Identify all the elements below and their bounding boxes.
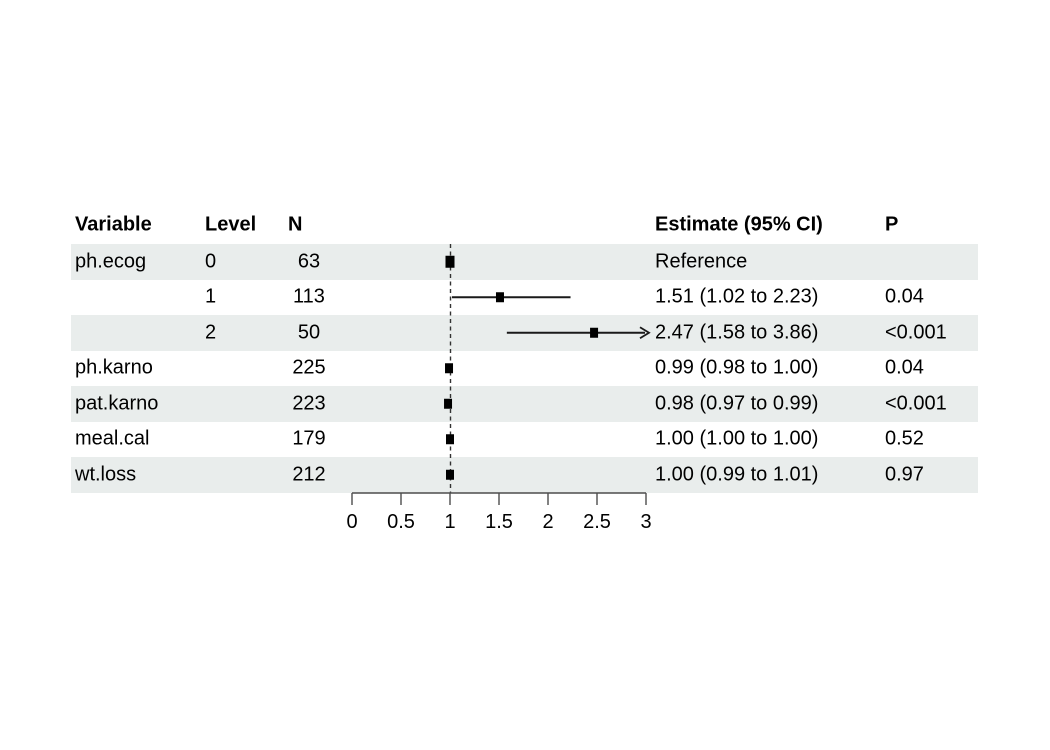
row-variable-label: pat.karno (75, 392, 159, 415)
table-row: wt.loss 212 1.00 (0.99 to 1.01) 0.97 (71, 457, 978, 493)
column-header-variable: Variable (75, 213, 152, 236)
row-variable-label: meal.cal (75, 427, 150, 450)
column-header-estimate: Estimate (95% CI) (655, 213, 823, 236)
column-header-level: Level (205, 213, 257, 236)
forest-plot-figure: Variable Level N Estimate (95% CI) P ph.… (71, 206, 978, 540)
column-header-n: N (288, 213, 303, 236)
row-variable-label: ph.ecog (75, 250, 147, 273)
row-p-value: 0.52 (885, 427, 924, 450)
row-n-value: 179 (292, 427, 326, 450)
row-estimate-text: 1.00 (0.99 to 1.01) (655, 463, 819, 486)
row-p-value: <0.001 (885, 321, 947, 344)
axis-tick-label: 1.5 (485, 511, 513, 533)
row-n-value: 63 (297, 250, 321, 273)
row-n-value: 212 (292, 463, 326, 486)
row-level-value: 2 (205, 321, 217, 344)
axis-tick-label: 2.5 (583, 511, 611, 533)
axis-tick-label: 2 (542, 511, 553, 533)
table-row: meal.cal 179 1.00 (1.00 to 1.00) 0.52 (71, 422, 978, 458)
row-n-value: 50 (297, 321, 321, 344)
row-estimate-text: Reference (655, 250, 748, 273)
row-estimate-text: 0.98 (0.97 to 0.99) (655, 392, 819, 415)
row-level-value: 0 (205, 250, 217, 273)
row-p-value: <0.001 (885, 392, 947, 415)
table-row: ph.karno 225 0.99 (0.98 to 1.00) 0.04 (71, 351, 978, 387)
axis-tick-label: 1 (444, 511, 455, 533)
axis-tick-label: 0.5 (387, 511, 415, 533)
row-p-value: 0.04 (885, 356, 924, 379)
row-estimate-text: 1.51 (1.02 to 2.23) (655, 285, 819, 308)
row-variable-label: wt.loss (75, 463, 137, 486)
table-row: 1 113 1.51 (1.02 to 2.23) 0.04 (71, 280, 978, 316)
row-n-value: 223 (292, 392, 326, 415)
table-header-row: Variable Level N Estimate (95% CI) P (71, 206, 978, 244)
table-row: ph.ecog 0 63 Reference (71, 244, 978, 280)
row-variable-label: ph.karno (75, 356, 153, 379)
row-level-value: 1 (205, 285, 217, 308)
row-estimate-text: 0.99 (0.98 to 1.00) (655, 356, 819, 379)
row-estimate-text: 1.00 (1.00 to 1.00) (655, 427, 819, 450)
axis-tick-label: 3 (640, 511, 651, 533)
row-n-value: 113 (293, 285, 325, 308)
table-row: pat.karno 223 0.98 (0.97 to 0.99) <0.001 (71, 386, 978, 422)
row-p-value: 0.97 (885, 463, 924, 486)
row-estimate-text: 2.47 (1.58 to 3.86) (655, 321, 819, 344)
row-p-value: 0.04 (885, 285, 924, 308)
column-header-p: P (885, 213, 899, 236)
row-n-value: 225 (292, 356, 326, 379)
table-row: 2 50 2.47 (1.58 to 3.86) <0.001 (71, 315, 978, 351)
axis-tick-label: 0 (346, 511, 357, 533)
